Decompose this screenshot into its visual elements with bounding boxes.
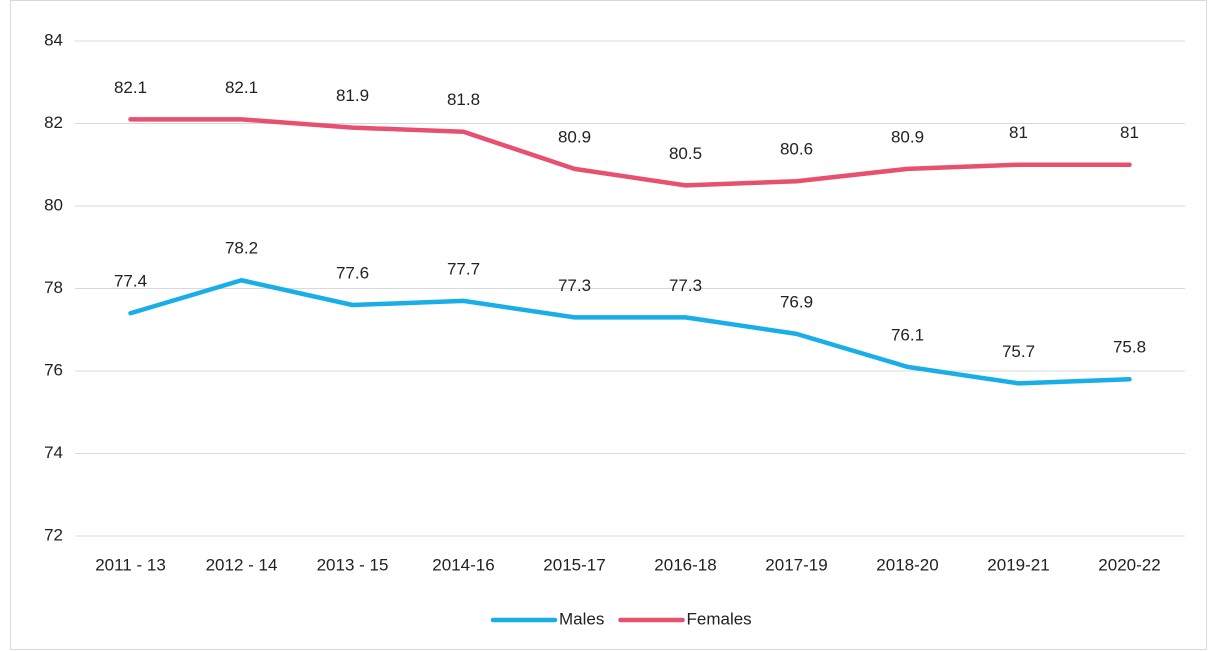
- data-label: 80.9: [891, 127, 924, 146]
- x-tick-label: 2019-21: [987, 555, 1049, 574]
- y-tick-label: 76: [44, 360, 63, 379]
- data-label: 78.2: [225, 239, 258, 258]
- data-label: 82.1: [225, 78, 258, 97]
- data-label: 80.9: [558, 127, 591, 146]
- data-label: 81.8: [447, 90, 480, 109]
- y-tick-label: 84: [44, 30, 63, 49]
- y-tick-label: 72: [44, 525, 63, 544]
- x-tick-label: 2018-20: [876, 555, 938, 574]
- x-tick-label: 2012 - 14: [206, 555, 278, 574]
- x-tick-label: 2020-22: [1098, 555, 1160, 574]
- y-tick-label: 80: [44, 195, 63, 214]
- series-line: [128, 278, 1132, 386]
- data-label: 77.3: [669, 276, 702, 295]
- x-tick-label: 2013 - 15: [317, 555, 389, 574]
- data-label: 80.5: [669, 144, 702, 163]
- data-label: 82.1: [114, 78, 147, 97]
- y-tick-label: 82: [44, 113, 63, 132]
- x-tick-label: 2015-17: [543, 555, 605, 574]
- x-tick-label: 2011 - 13: [95, 555, 166, 574]
- data-label: 76.1: [891, 325, 924, 344]
- data-label: 77.7: [447, 259, 480, 278]
- chart-frame: [10, 0, 1207, 650]
- data-label: 77.6: [336, 263, 369, 282]
- x-tick-label: 2016-18: [654, 555, 716, 574]
- series-line: [128, 117, 1132, 188]
- data-label: 75.8: [1113, 338, 1146, 357]
- data-label: 81: [1009, 123, 1028, 142]
- data-label: 81.9: [336, 86, 369, 105]
- legend-label: Females: [687, 609, 752, 628]
- data-label: 77.3: [558, 276, 591, 295]
- data-label: 77.4: [114, 272, 147, 291]
- x-tick-label: 2017-19: [765, 555, 827, 574]
- data-label: 81: [1120, 123, 1139, 142]
- legend-label: Males: [559, 609, 604, 628]
- x-tick-label: 2014-16: [432, 555, 494, 574]
- data-label: 76.9: [780, 292, 813, 311]
- y-tick-label: 78: [44, 278, 63, 297]
- y-tick-label: 74: [44, 443, 63, 462]
- data-label: 75.7: [1002, 342, 1035, 361]
- data-label: 80.6: [780, 140, 813, 159]
